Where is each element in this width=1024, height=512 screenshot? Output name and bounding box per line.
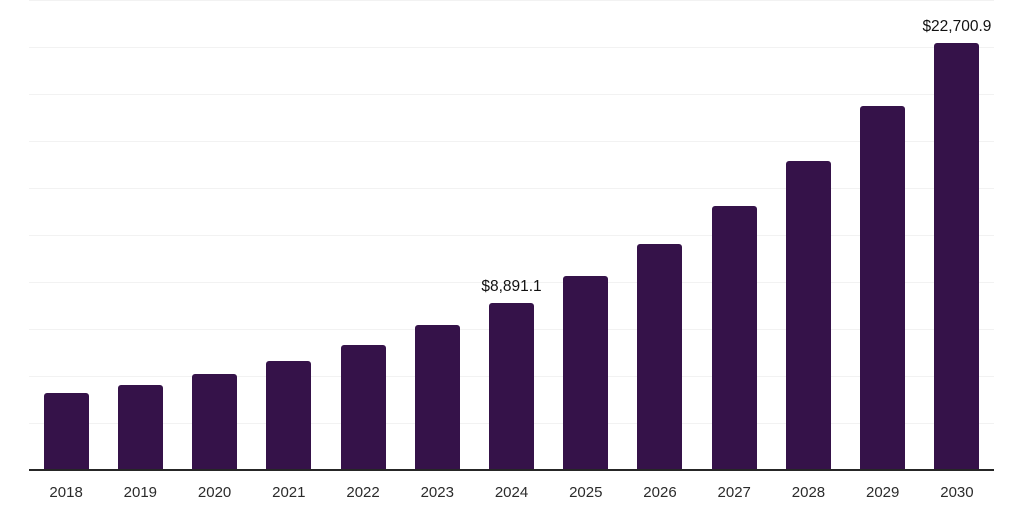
bars-container: $8,891.1 $22,700.9 xyxy=(29,0,994,470)
x-tick-2027: 2027 xyxy=(717,484,751,501)
bar-slot-2027 xyxy=(697,0,771,470)
gridline xyxy=(29,47,994,48)
x-tick-2019: 2019 xyxy=(123,484,158,501)
gridline xyxy=(29,94,994,95)
gridline xyxy=(29,235,994,236)
bar-2020 xyxy=(192,373,238,470)
data-label-2024: $8,891.1 xyxy=(481,277,542,295)
gridline xyxy=(29,282,994,283)
bar-slot-2030: $22,700.9 xyxy=(920,0,994,470)
bar-slot-2028 xyxy=(771,0,845,470)
bar-2022 xyxy=(340,344,386,470)
gridline xyxy=(29,141,994,142)
bar-slot-2022 xyxy=(326,0,400,470)
x-tick-2024: 2024 xyxy=(494,484,529,501)
bar-2030: $22,700.9 xyxy=(922,18,991,470)
x-tick-2022: 2022 xyxy=(346,484,380,501)
bar-2024: $8,891.1 xyxy=(481,278,542,470)
x-tick-2025: 2025 xyxy=(569,484,603,501)
bar-2026 xyxy=(637,243,683,470)
bar-slot-2029 xyxy=(846,0,920,470)
x-axis-labels: 2018 2019 2020 2021 2022 2023 2024 2025 2026 2027… xyxy=(29,484,994,502)
bar-2021 xyxy=(266,360,312,470)
bar-2018 xyxy=(43,392,89,470)
gridline xyxy=(29,0,994,1)
data-label-2030: $22,700.9 xyxy=(922,18,992,36)
bar-slot-2021 xyxy=(252,0,326,470)
bar-2025 xyxy=(563,275,609,470)
bar-slot-2019 xyxy=(103,0,177,470)
bar-2023 xyxy=(414,324,460,470)
x-tick-2023: 2023 xyxy=(420,484,454,501)
bar-slot-2026 xyxy=(623,0,697,470)
plot-area: $8,891.1 $22,700.9 xyxy=(29,0,994,470)
x-tick-2020: 2020 xyxy=(197,484,232,501)
x-tick-2028: 2028 xyxy=(791,484,826,501)
x-tick-2026: 2026 xyxy=(643,484,677,501)
bar-slot-2023 xyxy=(400,0,474,470)
x-tick-2029: 2029 xyxy=(866,484,900,501)
x-tick-2021: 2021 xyxy=(272,484,306,501)
bar-2019 xyxy=(117,384,163,470)
x-tick-2018: 2018 xyxy=(49,484,83,501)
bar-slot-2018 xyxy=(29,0,103,470)
x-tick-2030: 2030 xyxy=(940,484,974,501)
bar-slot-2024: $8,891.1 xyxy=(474,0,548,470)
bar-slot-2020 xyxy=(177,0,251,470)
gridline xyxy=(29,188,994,189)
bar-2029 xyxy=(860,106,906,470)
bar-2027 xyxy=(711,205,757,470)
x-axis-line xyxy=(29,469,994,471)
bar-2028 xyxy=(785,160,831,470)
bar-slot-2025 xyxy=(549,0,623,470)
